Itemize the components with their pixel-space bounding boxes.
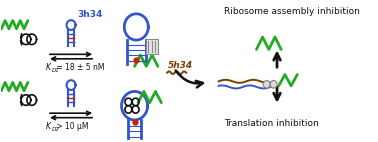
Text: K: K [45,63,50,72]
Text: 5h34: 5h34 [168,61,194,70]
Text: 3h34: 3h34 [77,11,102,19]
Text: K: K [45,122,50,131]
Text: Translation inhibition: Translation inhibition [224,119,319,128]
Text: D2: D2 [52,127,60,132]
Text: = 18 ± 5 nM: = 18 ± 5 nM [54,63,105,72]
Text: Ribosome assembly inhibition: Ribosome assembly inhibition [224,7,360,16]
Circle shape [270,81,277,88]
Circle shape [263,81,270,88]
Text: > 10 μM: > 10 μM [54,122,89,131]
Text: D1: D1 [52,68,60,73]
FancyBboxPatch shape [146,39,158,54]
